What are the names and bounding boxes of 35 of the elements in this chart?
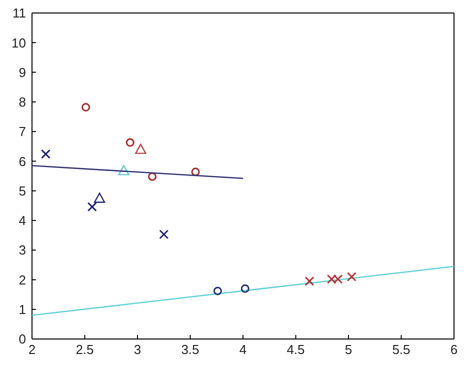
x-tick-label: 2.5 (76, 342, 94, 358)
x-tick-label: 6 (450, 342, 458, 358)
x-tick-label: 2 (28, 342, 36, 358)
point (304, 276, 314, 286)
y-tick-label: 0 (18, 332, 26, 347)
point (213, 286, 222, 296)
y-tick-label: 7 (18, 124, 26, 140)
point (82, 102, 90, 112)
y-tick-label: 5 (18, 183, 26, 198)
x-tick-label: 5.5 (392, 342, 410, 358)
point (346, 272, 356, 282)
point (40, 149, 50, 159)
x-tick-label: 3.5 (181, 342, 200, 358)
x-tick-label: 4 (239, 342, 247, 358)
point (135, 144, 146, 154)
y-tick-label: 4 (18, 213, 26, 228)
x-tick-label: 4.5 (286, 342, 305, 358)
y-tick-label: 10 (12, 35, 26, 50)
point (126, 138, 134, 147)
y-tick-label: 2 (18, 272, 26, 288)
point (87, 202, 97, 212)
y-tick-label: 8 (18, 94, 26, 110)
point (118, 165, 130, 176)
point (94, 192, 106, 203)
x-tick-label: 3 (134, 342, 142, 358)
y-tick-label: 6 (18, 154, 26, 169)
point (240, 284, 250, 293)
y-tick-label: 9 (18, 64, 26, 80)
y-tick-label: 11 (12, 6, 26, 21)
point (191, 168, 200, 176)
point (159, 230, 169, 240)
point (148, 172, 157, 181)
y-tick-label: 3 (18, 242, 26, 258)
x-tick-label: 5 (344, 342, 352, 358)
y-tick-label: 1 (18, 302, 26, 317)
